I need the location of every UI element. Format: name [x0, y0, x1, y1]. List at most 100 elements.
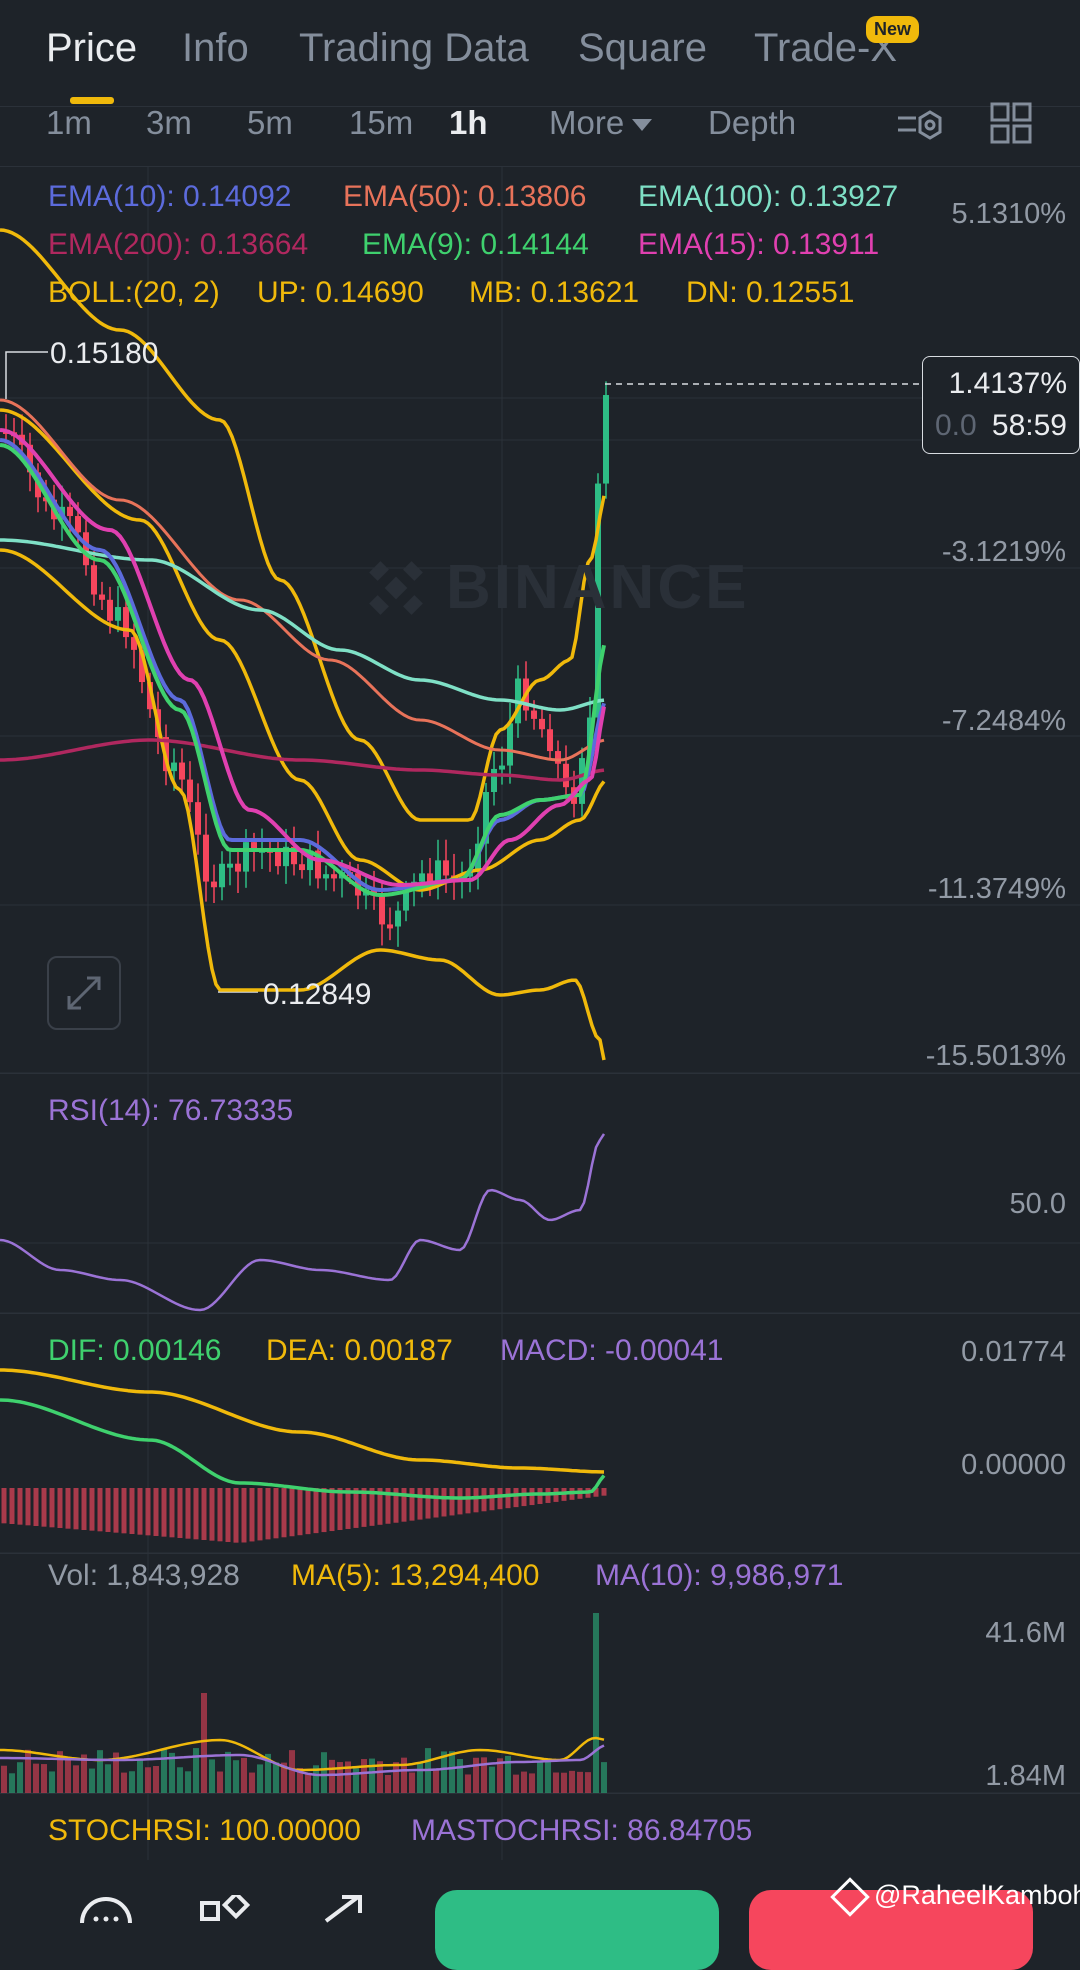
tab-trading-data[interactable]: Trading Data [299, 26, 529, 70]
interval-5m[interactable]: 5m [247, 104, 293, 141]
ema50-line [0, 398, 605, 762]
macd-bar [1, 1488, 7, 1524]
macd-bar [361, 1488, 367, 1527]
volume-bar [601, 1762, 607, 1793]
macd-bar [73, 1488, 79, 1530]
volume-bar [433, 1770, 439, 1793]
price-axis-label: -3.1219% [941, 536, 1066, 568]
price-axis-label: -15.5013% [925, 1040, 1066, 1072]
interval-1h[interactable]: 1h [449, 104, 488, 141]
candle [443, 860, 449, 876]
rsi-divider [0, 1073, 1080, 1074]
macd-bar [465, 1488, 471, 1514]
boll-middle-line [0, 408, 606, 892]
volume-bar [465, 1774, 471, 1793]
watermark-text: BINANCE [446, 553, 750, 622]
fullscreen-button[interactable] [47, 956, 121, 1030]
interval-1m[interactable]: 1m [46, 104, 92, 141]
macd-bar [145, 1488, 151, 1536]
candle [187, 779, 193, 803]
volume-bar [417, 1762, 423, 1793]
macd-bar [329, 1488, 335, 1532]
volume-ma5-label: MA(5): 13,294,400 [291, 1559, 540, 1592]
candle [139, 649, 145, 683]
price-axis-label: -7.2484% [941, 705, 1066, 737]
volume-bar [57, 1751, 63, 1793]
more-apps-icon[interactable] [200, 1895, 250, 1923]
volume-bar [161, 1749, 167, 1793]
candle-countdown: 58:59 [991, 409, 1067, 442]
macd-bar [97, 1488, 103, 1532]
volume-bar [9, 1773, 15, 1793]
candle [91, 565, 97, 595]
candle [99, 594, 105, 600]
active-tab-indicator [70, 97, 114, 104]
macd-bar [217, 1488, 223, 1542]
macd-bar [449, 1488, 455, 1516]
ema200-line [0, 738, 605, 782]
macd-bar [601, 1488, 607, 1496]
volume-bar [193, 1748, 199, 1793]
layout-grid-icon[interactable] [990, 102, 1032, 144]
macd-bar [41, 1488, 47, 1527]
volume-bar [569, 1770, 575, 1793]
indicator-settings-icon[interactable] [894, 104, 944, 146]
volume-bar [401, 1757, 407, 1793]
tab-price[interactable]: Price [46, 26, 138, 70]
volume-bar [73, 1765, 79, 1793]
volume-ma10-label: MA(10): 9,986,971 [595, 1559, 844, 1592]
candle [171, 762, 177, 772]
volume-bar [25, 1749, 31, 1793]
interval-divider [0, 166, 1080, 167]
volume-bar [481, 1757, 487, 1793]
volume-bar [177, 1767, 183, 1793]
buy-button[interactable] [435, 1890, 719, 1970]
interval-3m[interactable]: 3m [146, 104, 192, 141]
macd-bar [473, 1488, 479, 1513]
depth-tab[interactable]: Depth [708, 104, 797, 141]
candle [507, 723, 513, 766]
interval-15m[interactable]: 15m [349, 104, 414, 141]
candle [219, 863, 225, 888]
macd-bar [233, 1488, 239, 1543]
rsi-label: RSI(14): 76.73335 [48, 1094, 294, 1127]
macd-dea-label: DEA: 0.00187 [266, 1334, 453, 1367]
macd-bar [265, 1488, 271, 1540]
low-price-label: 0.12849 [263, 978, 372, 1011]
macd-bar [185, 1488, 191, 1539]
candle [579, 758, 585, 804]
volume-axis-top: 41.6M [985, 1617, 1066, 1649]
tab-square[interactable]: Square [578, 26, 707, 70]
macd-bar [137, 1488, 143, 1535]
volume-bar [297, 1768, 303, 1793]
share-icon[interactable] [320, 1895, 370, 1923]
candle [275, 850, 281, 867]
macd-bar [441, 1488, 447, 1517]
volume-bar [241, 1757, 247, 1793]
macd-bar [49, 1488, 55, 1528]
candle [227, 863, 233, 868]
macd-bar [209, 1488, 215, 1541]
volume-bar [353, 1768, 359, 1793]
volume-bar [393, 1762, 399, 1793]
high-price-label: 0.15180 [50, 337, 159, 370]
binance-logo-icon [369, 561, 423, 615]
more-dropdown[interactable]: More [549, 104, 653, 142]
macd-bar [481, 1488, 487, 1512]
candle [427, 873, 433, 883]
chat-icon[interactable] [78, 1893, 134, 1923]
macd-bar [257, 1488, 263, 1541]
tab-info[interactable]: Info [182, 26, 249, 70]
macd-bar [113, 1488, 119, 1533]
ema100-line [0, 538, 605, 712]
new-badge: New [866, 16, 920, 43]
macd-value-label: MACD: -0.00041 [500, 1334, 724, 1367]
ema10-line [0, 438, 606, 892]
candle [323, 874, 329, 879]
volume-bar [409, 1772, 415, 1793]
volume-bar [81, 1754, 87, 1793]
macd-bar [177, 1488, 183, 1538]
macd-bar [369, 1488, 375, 1526]
candle [235, 863, 241, 872]
top-tabs: Price Info Trading Data Square Trade-X N… [0, 0, 1080, 108]
